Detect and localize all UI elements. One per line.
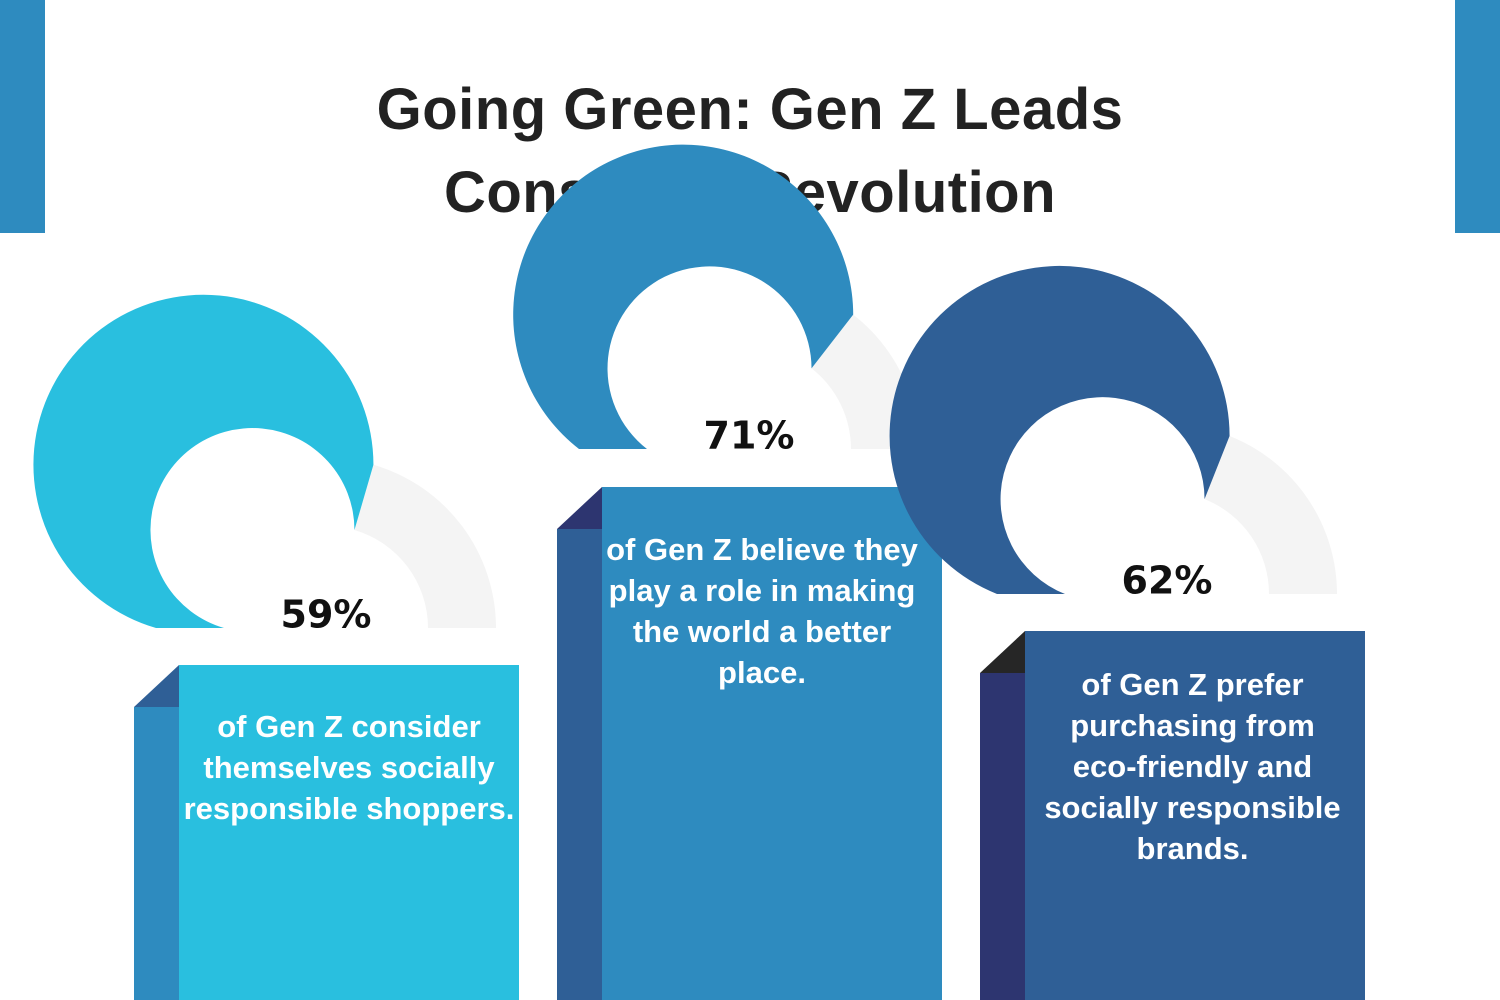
corner-bar-left [0,0,45,233]
card-fold-2 [557,487,602,529]
description-1: of Gen Z consider themselves socially re… [183,709,515,826]
card-front-1 [179,665,519,1000]
title-line-1: Going Green: Gen Z Leads [376,77,1124,142]
card-front-2 [602,487,942,1000]
description-3: of Gen Z prefer purchasing from eco-frie… [1044,667,1341,866]
gauge-fill-2 [513,144,854,449]
card-front-3 [1025,631,1365,1000]
card-side-1 [134,707,179,1000]
description-2: of Gen Z believe they play a role in mak… [606,532,918,690]
gauge-label-1: 59% [281,593,372,637]
card-side-3 [980,673,1025,1000]
gauge-label-2: 71% [704,414,795,458]
gauge-label-3: 62% [1122,559,1213,603]
gauge-remainder-1 [354,464,496,628]
card-fold-1 [134,665,179,707]
gauge-fill-1 [33,294,374,628]
gauge-remainder-3 [1204,435,1337,594]
corner-bar-right [1455,0,1500,233]
gauge-fill-3 [889,265,1230,594]
card-fold-3 [980,631,1025,673]
card-side-2 [557,529,602,1000]
